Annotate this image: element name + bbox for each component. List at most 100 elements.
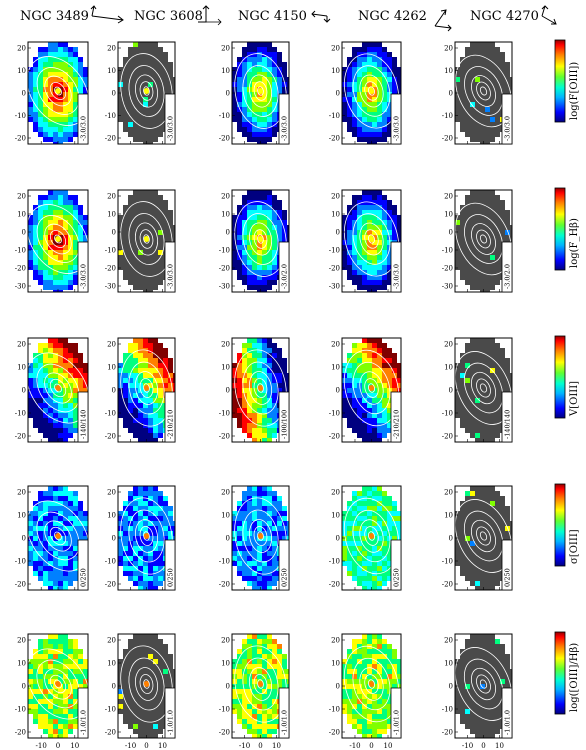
- heatmap-cell: [342, 491, 348, 497]
- heatmap-cell: [490, 240, 496, 246]
- heatmap-cell: [118, 408, 124, 414]
- heatmap-cell: [262, 200, 268, 206]
- heatmap-cell: [392, 353, 398, 359]
- heatmap-cell: [153, 190, 159, 196]
- heatmap-cell: [168, 72, 174, 78]
- heatmap-cell: [232, 428, 238, 434]
- heatmap-cell: [282, 338, 288, 344]
- heatmap-cell: [272, 516, 278, 522]
- heatmap-cell: [287, 200, 289, 206]
- heatmap-cell: [63, 200, 69, 206]
- heatmap-cell: [257, 408, 263, 414]
- heatmap-cell: [500, 358, 506, 364]
- heatmap-cell: [367, 190, 373, 196]
- heatmap-cell: [123, 97, 129, 103]
- heatmap-cell: [505, 220, 511, 226]
- heatmap-cell: [68, 142, 74, 144]
- heatmap-cell: [128, 496, 134, 502]
- heatmap-cell: [237, 137, 243, 143]
- heatmap-cell: [237, 363, 243, 369]
- isophote-contour: [139, 378, 154, 398]
- heatmap-cell: [272, 348, 278, 354]
- y-tick-label: 10: [107, 211, 116, 219]
- heatmap-cell: [465, 383, 471, 389]
- heatmap-cell: [63, 541, 69, 547]
- heatmap-cell: [460, 245, 466, 251]
- heatmap-cell: [367, 210, 373, 216]
- heatmap-cell: [470, 200, 476, 206]
- heatmap-cell: [282, 516, 288, 522]
- heatmap-cell: [63, 127, 69, 133]
- heatmap-cell: [455, 97, 461, 103]
- heatmap-cell: [397, 200, 401, 206]
- heatmap-cell: [247, 576, 253, 582]
- heatmap-cell: [242, 230, 248, 236]
- heatmap-cell: [73, 358, 79, 364]
- heatmap-cell: [58, 348, 64, 354]
- heatmap-cell: [495, 117, 501, 123]
- heatmap-cell: [347, 373, 353, 379]
- heatmap-cell: [495, 378, 501, 384]
- heatmap-cell: [342, 275, 348, 281]
- heatmap-cell: [63, 270, 69, 276]
- heatmap-cell: [153, 215, 159, 221]
- heatmap-cell: [470, 245, 476, 251]
- heatmap-cell: [163, 536, 169, 542]
- heatmap-cell: [262, 491, 268, 497]
- heatmap-cell: [48, 506, 54, 512]
- heatmap-cell: [123, 363, 129, 369]
- heatmap-cell: [495, 82, 501, 88]
- heatmap-cell: [232, 501, 238, 507]
- heatmap-cell: [63, 142, 69, 144]
- heatmap-cell: [272, 127, 278, 133]
- heatmap-cell: [377, 363, 383, 369]
- heatmap-cell: [48, 195, 54, 201]
- heatmap-cell: [138, 571, 144, 577]
- heatmap-cell: [342, 245, 348, 251]
- heatmap-cell: [495, 285, 501, 291]
- heatmap-cell: [58, 117, 64, 123]
- heatmap-cell: [475, 142, 481, 144]
- heatmap-cell: [138, 511, 144, 517]
- heatmap-cell: [277, 52, 283, 58]
- heatmap-cell: [272, 536, 278, 542]
- heatmap-cell: [367, 102, 373, 108]
- heatmap-cell: [173, 57, 175, 63]
- heatmap-cell: [470, 210, 476, 216]
- heatmap-cell: [43, 368, 49, 374]
- heatmap-cell: [73, 408, 79, 414]
- heatmap-cell: [490, 290, 496, 292]
- isophote-contour: [139, 526, 154, 546]
- y-tick-label: -20: [329, 433, 340, 441]
- heatmap-cell: [58, 428, 64, 434]
- heatmap-cell: [490, 255, 496, 261]
- heatmap-cell: [460, 82, 466, 88]
- heatmap-cell: [392, 491, 398, 497]
- heatmap-cell: [242, 255, 248, 261]
- heatmap-cell: [387, 230, 393, 236]
- heatmap-cell: [272, 531, 278, 537]
- heatmap-cell: [133, 280, 139, 286]
- heatmap-cell: [232, 348, 238, 354]
- heatmap-cell: [33, 418, 39, 424]
- heatmap-cell: [287, 215, 289, 221]
- heatmap-cell: [143, 62, 149, 68]
- heatmap-cell: [38, 62, 44, 68]
- heatmap-cell: [237, 388, 243, 394]
- heatmap-cell: [362, 215, 368, 221]
- heatmap-cell: [262, 338, 268, 344]
- heatmap-cell: [53, 190, 59, 196]
- y-tick-label: 0: [112, 535, 116, 543]
- heatmap-cell: [58, 77, 64, 83]
- heatmap-cell: [148, 42, 154, 48]
- heatmap-cell: [362, 52, 368, 58]
- heatmap-cell: [377, 260, 383, 266]
- heatmap-cell: [43, 363, 49, 369]
- heatmap-cell: [158, 428, 164, 434]
- heatmap-cell: [460, 225, 466, 231]
- heatmap-cell: [382, 255, 388, 261]
- heatmap-cell: [232, 280, 238, 286]
- heatmap-cell: [505, 52, 511, 58]
- heatmap-cell: [53, 576, 59, 582]
